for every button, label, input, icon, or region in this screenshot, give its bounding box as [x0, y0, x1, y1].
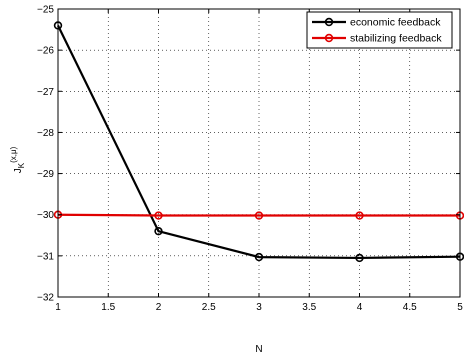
legend-swatch-marker: [324, 17, 334, 27]
y-axis-label-sub: K: [17, 162, 26, 168]
tick-marks: [57, 8, 461, 298]
data-point: [254, 252, 264, 262]
x-tick-label: 2: [156, 302, 162, 313]
y-tick-label: −30: [37, 210, 54, 221]
x-tick-label: 3.5: [302, 302, 316, 313]
y-tick-label: −26: [37, 46, 54, 57]
x-tick-label: 3: [256, 302, 262, 313]
legend-swatch-marker: [324, 33, 334, 43]
y-tick-labels: −32 −31 −30 −29 −28 −27 −26 −25: [37, 5, 54, 304]
y-axis-label-main: J: [13, 168, 24, 173]
grid-lines: [58, 9, 460, 297]
y-tick-label: −27: [37, 87, 54, 98]
x-tick-label: 4.5: [403, 302, 417, 313]
y-tick-label: −31: [37, 251, 54, 262]
y-tick-label: −28: [37, 128, 54, 139]
x-tick-label: 2.5: [202, 302, 216, 313]
x-tick-label: 1: [55, 302, 61, 313]
data-point: [355, 253, 364, 263]
data-point: [154, 211, 163, 220]
series-line: [57, 213, 460, 217]
x-tick-label: 4: [357, 302, 363, 313]
legend: economic feedback stabilizing feedback: [306, 11, 453, 49]
legend-entry: stabilizing feedback: [312, 33, 442, 45]
legend-label: stabilizing feedback: [350, 33, 442, 45]
svg-text:JK(x,μ): JK(x,μ): [9, 146, 26, 173]
data-point: [355, 211, 364, 220]
legend-label: economic feedback: [350, 17, 441, 29]
y-tick-label: −32: [37, 293, 54, 304]
y-tick-label: −25: [37, 5, 54, 16]
series-line: [57, 24, 461, 260]
y-axis-label-sup: (x,μ): [9, 146, 18, 162]
y-axis-label: JK(x,μ): [9, 146, 26, 173]
data-point: [154, 226, 163, 236]
x-axis-label: N: [255, 344, 262, 355]
y-tick-label: −29: [37, 169, 54, 180]
x-tick-label: 1.5: [101, 302, 115, 313]
legend-entry: economic feedback: [312, 17, 441, 29]
x-tick-labels: 1 1.5 2 2.5 3 3.5 4 4.5 5: [55, 302, 463, 313]
data-point: [254, 211, 264, 220]
x-tick-label: 5: [457, 302, 463, 313]
legend-box: [306, 11, 453, 49]
